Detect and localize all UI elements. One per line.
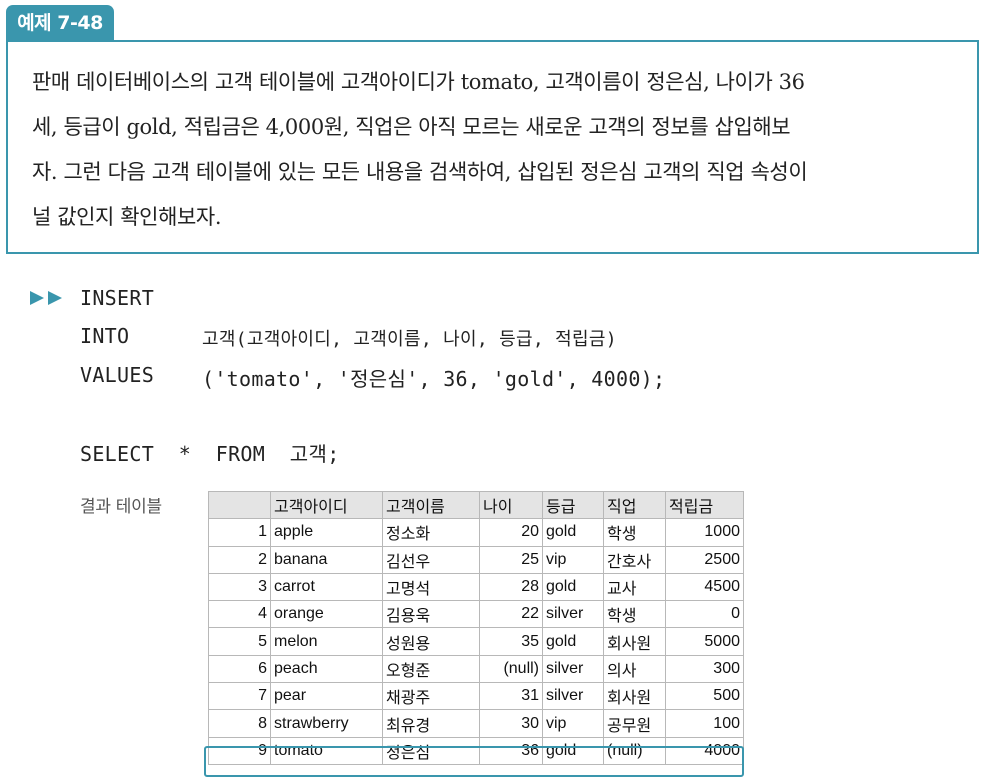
example-box: 판매 데이터베이스의 고객 테이블에 고객아이디가 tomato, 고객이름이 …: [6, 40, 979, 254]
customer-id-cell: tomato: [270, 736, 383, 765]
row-number-cell: 6: [208, 654, 271, 684]
description-line: 자. 그런 다음 고객 테이블에 있는 모든 내용을 검색하여, 삽입된 정은심…: [32, 160, 808, 184]
points-cell: 300: [665, 654, 744, 684]
customer-id-cell: strawberry: [270, 709, 383, 738]
customer-name-cell: 정은심: [382, 736, 480, 765]
age-cell: 36: [479, 736, 543, 765]
customer-name-cell: 김선우: [382, 545, 480, 574]
points-cell: 2500: [665, 545, 744, 574]
points-cell: 4500: [665, 572, 744, 602]
customer-id-cell: pear: [270, 682, 383, 711]
job-cell: 회사원: [603, 682, 666, 711]
sql-values-keyword: VALUES: [80, 363, 155, 387]
customer-name-cell: 성원용: [382, 627, 480, 656]
job-cell: (null): [603, 736, 666, 765]
row-number-cell: 8: [208, 709, 271, 738]
table-row: 3 carrot 고명석 28 gold 교사 4500: [208, 572, 744, 602]
grade-cell: gold: [542, 627, 604, 656]
customer-name-cell: 오형준: [382, 654, 480, 684]
table-row: 7 pear 채광주 31 silver 회사원 500: [208, 682, 744, 711]
age-cell: 25: [479, 545, 543, 574]
sql-insert-keyword: INSERT: [80, 286, 155, 310]
customer-name-cell: 최유경: [382, 709, 480, 738]
table-row: 8 strawberry 최유경 30 vip 공무원 100: [208, 709, 744, 738]
grade-cell: silver: [542, 682, 604, 711]
grade-cell: silver: [542, 654, 604, 684]
row-number-cell: 2: [208, 545, 271, 574]
row-number-cell: 4: [208, 600, 271, 629]
age-cell: 30: [479, 709, 543, 738]
column-header: [208, 490, 271, 520]
double-triangle-arrow-icon: [30, 291, 62, 305]
row-number-cell: 3: [208, 572, 271, 602]
grade-cell: gold: [542, 518, 604, 547]
customer-name-cell: 고명석: [382, 572, 480, 602]
age-cell: 22: [479, 600, 543, 629]
points-cell: 4000: [665, 736, 744, 765]
row-number-cell: 5: [208, 627, 271, 656]
result-table-label: 결과 테이블: [80, 497, 162, 517]
grade-cell: gold: [542, 736, 604, 765]
grade-cell: vip: [542, 545, 604, 574]
age-cell: (null): [479, 654, 543, 684]
example-tag: 예제 7-48: [6, 5, 114, 41]
column-header: 직업: [603, 490, 666, 520]
description-line: 판매 데이터베이스의 고객 테이블에 고객아이디가 tomato, 고객이름이 …: [32, 70, 805, 94]
row-number-cell: 9: [208, 736, 271, 765]
age-cell: 28: [479, 572, 543, 602]
column-header: 고객이름: [382, 490, 480, 520]
column-header: 나이: [479, 490, 543, 520]
job-cell: 공무원: [603, 709, 666, 738]
description-line: 널 값인지 확인해보자.: [32, 205, 222, 229]
table-row: 1 apple 정소화 20 gold 학생 1000: [208, 518, 744, 547]
customer-name-cell: 정소화: [382, 518, 480, 547]
age-cell: 20: [479, 518, 543, 547]
sql-select-statement: SELECT * FROM 고객;: [80, 442, 340, 466]
table-row: 6 peach 오형준 (null) silver 의사 300: [208, 654, 744, 684]
job-cell: 회사원: [603, 627, 666, 656]
customer-id-cell: apple: [270, 518, 383, 547]
customer-id-cell: orange: [270, 600, 383, 629]
customer-name-cell: 김용욱: [382, 600, 480, 629]
customer-id-cell: peach: [270, 654, 383, 684]
points-cell: 1000: [665, 518, 744, 547]
row-number-cell: 7: [208, 682, 271, 711]
job-cell: 의사: [603, 654, 666, 684]
sql-into-keyword: INTO: [80, 324, 130, 348]
points-cell: 500: [665, 682, 744, 711]
customer-id-cell: melon: [270, 627, 383, 656]
example-description: 판매 데이터베이스의 고객 테이블에 고객아이디가 tomato, 고객이름이 …: [32, 60, 962, 240]
description-line: 세, 등급이 gold, 적립금은 4,000원, 직업은 아직 모르는 새로운…: [32, 115, 791, 139]
table-row: 2 banana 김선우 25 vip 간호사 2500: [208, 545, 744, 574]
job-cell: 간호사: [603, 545, 666, 574]
table-row: 5 melon 성원용 35 gold 회사원 5000: [208, 627, 744, 656]
grade-cell: silver: [542, 600, 604, 629]
customer-id-cell: banana: [270, 545, 383, 574]
customer-id-cell: carrot: [270, 572, 383, 602]
customer-name-cell: 채광주: [382, 682, 480, 711]
points-cell: 100: [665, 709, 744, 738]
points-cell: 0: [665, 600, 744, 629]
sql-values-argument: ('tomato', '정은심', 36, 'gold', 4000);: [202, 367, 666, 391]
job-cell: 교사: [603, 572, 666, 602]
age-cell: 31: [479, 682, 543, 711]
table-row-highlighted: 9 tomato 정은심 36 gold (null) 4000: [208, 736, 744, 765]
column-header: 적립금: [665, 490, 744, 520]
age-cell: 35: [479, 627, 543, 656]
table-header-row: 고객아이디 고객이름 나이 등급 직업 적립금: [208, 490, 744, 520]
column-header: 고객아이디: [270, 490, 383, 520]
result-table: 고객아이디 고객이름 나이 등급 직업 적립금 1 apple 정소화 20 g…: [208, 490, 744, 765]
sql-into-argument: 고객(고객아이디, 고객이름, 나이, 등급, 적립금): [202, 329, 617, 350]
job-cell: 학생: [603, 518, 666, 547]
job-cell: 학생: [603, 600, 666, 629]
points-cell: 5000: [665, 627, 744, 656]
table-row: 4 orange 김용욱 22 silver 학생 0: [208, 600, 744, 629]
grade-cell: gold: [542, 572, 604, 602]
row-number-cell: 1: [208, 518, 271, 547]
column-header: 등급: [542, 490, 604, 520]
grade-cell: vip: [542, 709, 604, 738]
